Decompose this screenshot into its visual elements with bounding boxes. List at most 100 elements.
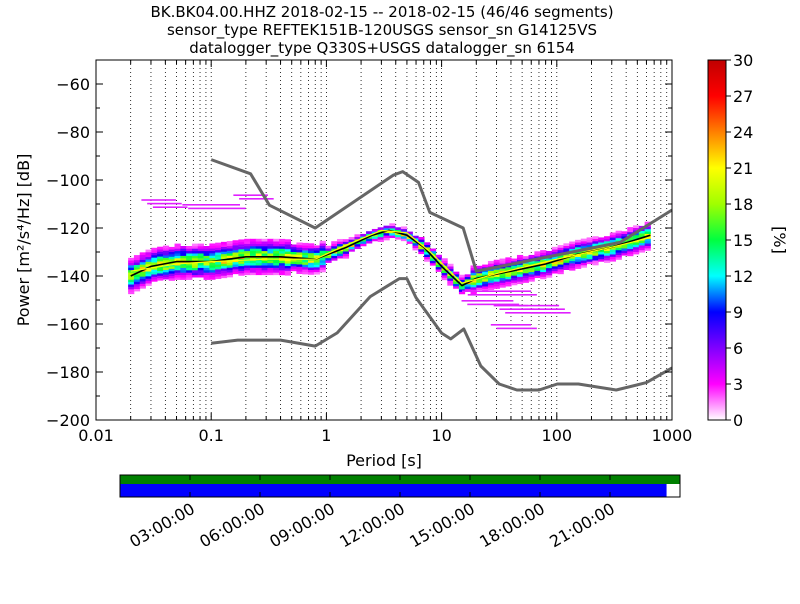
histogram-cell <box>191 274 199 278</box>
histogram-cell <box>516 264 524 268</box>
histogram-cell <box>151 257 158 261</box>
histogram-cell <box>470 291 477 295</box>
histogram-cell <box>453 281 460 284</box>
histogram-cell <box>429 262 437 266</box>
histogram-cell <box>284 258 292 262</box>
histogram-cell <box>516 271 524 275</box>
histogram-cell <box>580 245 588 249</box>
histogram-cell <box>354 246 361 249</box>
histogram-cell <box>458 279 466 283</box>
histogram-cell <box>308 255 315 259</box>
histogram-cell <box>400 236 408 239</box>
histogram-cell <box>313 255 321 258</box>
histogram-cell <box>400 238 408 242</box>
histogram-cell <box>342 248 350 252</box>
histogram-cell <box>580 260 588 263</box>
histogram-cell <box>182 204 240 206</box>
histogram-cell <box>255 246 262 249</box>
histogram-cell <box>383 225 390 229</box>
timeline-label: 15:00:00 <box>406 499 478 551</box>
histogram-cell <box>395 229 402 233</box>
histogram-cell <box>371 228 379 232</box>
colorbar-tick-label: 12 <box>733 267 753 286</box>
histogram-cell <box>267 246 274 249</box>
histogram-cell <box>598 254 605 257</box>
histogram-cell <box>244 262 251 266</box>
histogram-cell <box>557 261 564 265</box>
histogram-cell <box>209 267 216 271</box>
histogram-cell <box>563 243 570 246</box>
colorbar-tick-label: 0 <box>733 411 743 430</box>
histogram-cell <box>609 232 617 236</box>
histogram-cell <box>557 254 564 258</box>
histogram-cell <box>151 271 158 275</box>
histogram-cell <box>586 239 593 243</box>
histogram-cell <box>145 254 152 258</box>
colorbar-tick-label: 3 <box>733 375 743 394</box>
histogram-cell <box>569 263 576 266</box>
histogram-cell <box>128 267 135 271</box>
histogram-cell <box>592 260 599 263</box>
histogram-cell <box>516 276 524 280</box>
histogram-cell <box>441 258 448 261</box>
histogram-cell <box>308 252 315 256</box>
histogram-cell <box>186 265 193 268</box>
histogram-cell <box>580 253 588 256</box>
histogram-cell <box>284 263 292 266</box>
histogram-cell <box>574 242 582 245</box>
histogram-cell <box>313 271 321 275</box>
histogram-cell <box>255 265 262 268</box>
histogram-cell <box>569 246 576 250</box>
histogram-cell <box>139 254 146 258</box>
histogram-cell <box>279 265 286 268</box>
histogram-cell <box>267 265 274 268</box>
histogram-cell <box>267 270 274 273</box>
histogram-cell <box>162 274 170 278</box>
histogram-cell <box>319 260 326 263</box>
histogram-cell <box>458 274 466 278</box>
histogram-cell <box>580 265 588 268</box>
histogram-cell <box>215 264 222 267</box>
histogram-cell <box>226 250 233 254</box>
histogram-cell <box>220 263 228 267</box>
histogram-cell <box>273 241 280 244</box>
histogram-cell <box>220 265 228 269</box>
histogram-cell <box>186 270 193 273</box>
histogram-cell <box>313 247 321 251</box>
axis-ticks: 0.01 0.1 1 10 100 1000 −200 −180 −160 −140 −120 −10… <box>46 60 692 445</box>
histogram-cell <box>168 273 175 277</box>
histogram-cell <box>209 248 216 251</box>
histogram-cell <box>157 273 164 276</box>
histogram-cell <box>128 291 135 295</box>
histogram-cell <box>633 251 640 255</box>
histogram-cell <box>476 284 483 288</box>
histogram-cell <box>516 278 524 282</box>
histogram-cell <box>627 253 634 257</box>
histogram-cell <box>424 251 431 255</box>
histogram-cell <box>139 285 146 289</box>
histogram-cell <box>249 246 257 249</box>
histogram-cell <box>331 248 338 252</box>
histogram-cell <box>226 245 233 249</box>
histogram-cell <box>279 248 286 252</box>
histogram-cell <box>615 254 622 258</box>
histogram-cell <box>244 265 251 268</box>
histogram-cell <box>574 259 582 262</box>
histogram-cell <box>377 239 384 243</box>
histogram-cell <box>609 258 617 262</box>
histogram-cell <box>279 241 286 244</box>
histogram-cell <box>145 264 152 267</box>
histogram-cell <box>186 246 193 249</box>
histogram-cell <box>139 252 146 256</box>
curve-low-noise-model <box>211 277 672 392</box>
histogram-cell <box>638 249 646 253</box>
histogram-cell <box>255 270 262 273</box>
histogram-cell <box>267 250 274 254</box>
histogram-cell <box>157 246 164 250</box>
histogram-cell <box>284 251 292 254</box>
histogram-cell <box>162 248 170 251</box>
histogram-cell <box>406 241 413 244</box>
histogram-cell <box>569 258 576 262</box>
histogram-cell <box>249 260 257 264</box>
histogram-cell <box>186 253 193 256</box>
